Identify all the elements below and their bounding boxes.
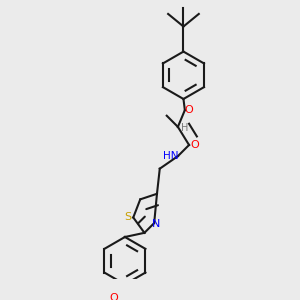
Text: H: H [181,123,188,133]
Text: O: O [185,105,194,115]
Text: N: N [152,220,160,230]
Text: O: O [110,293,118,300]
Text: HN: HN [163,151,179,161]
Text: O: O [191,140,200,150]
Text: S: S [124,212,131,223]
